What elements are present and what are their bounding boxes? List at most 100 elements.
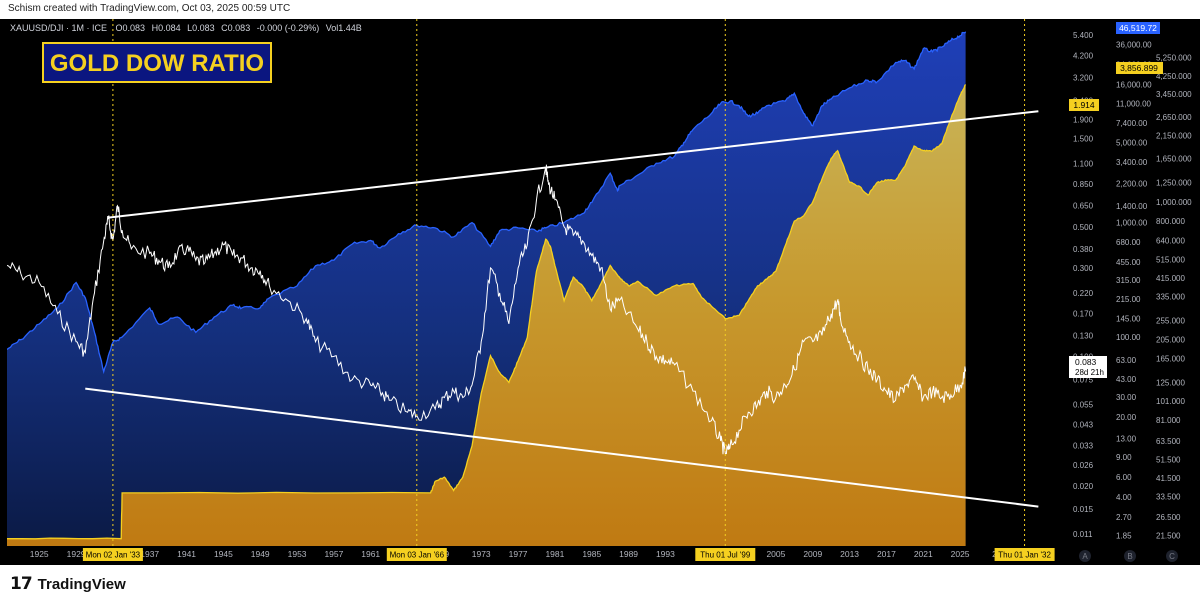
svg-text:A: A — [1082, 552, 1088, 561]
ohlc-open: O0.083 — [116, 23, 146, 33]
axis-tick-label: 4.00 — [1116, 493, 1132, 502]
axis-tick-label: 0.650 — [1073, 202, 1094, 211]
time-tick-label: 1953 — [288, 549, 307, 559]
axis-tick-label: 2,150.000 — [1156, 131, 1192, 140]
axis-tick-label: 7,400.00 — [1116, 119, 1148, 128]
trend-channel[interactable] — [85, 110, 1039, 508]
axis-tick-label: 2,650.000 — [1156, 113, 1192, 122]
axis-tick-label: 0.015 — [1073, 505, 1094, 514]
axis-tick-label: 0.043 — [1073, 420, 1094, 429]
dow-axis: 36,000.0024,000.0016,000.0011,000.007,40… — [1116, 40, 1152, 540]
ratio-price-label: 0.083 28d 21h — [1069, 356, 1107, 378]
axis-tick-label: 41.500 — [1156, 474, 1181, 483]
axis-tick-label: 51.500 — [1156, 455, 1181, 464]
chart-title: GOLD DOW RATIO — [50, 50, 264, 77]
axis-tick-label: 26.500 — [1156, 513, 1181, 522]
axis-tick-label: 43.00 — [1116, 375, 1137, 384]
axis-tick-label: 1.85 — [1116, 532, 1132, 541]
scale-button-b[interactable]: B — [1124, 550, 1136, 562]
axis-tick-label: 6.00 — [1116, 473, 1132, 482]
axis-tick-label: 3.200 — [1073, 73, 1094, 82]
credit-bar: Schism created with TradingView.com, Oct… — [0, 0, 1200, 19]
axis-tick-label: 165.000 — [1156, 354, 1185, 363]
time-tick-label: 1937 — [140, 549, 159, 559]
dow-series-line — [7, 31, 967, 375]
ratio-series-line — [7, 164, 967, 455]
axis-tick-label: 640.000 — [1156, 237, 1185, 246]
axis-tick-label: 455.00 — [1116, 258, 1141, 267]
time-tick-label: 1929 — [67, 549, 86, 559]
axis-tick-label: 11,000.00 — [1116, 99, 1152, 108]
axis-tick-label: 0.033 — [1073, 442, 1094, 451]
symbol-info: XAUUSD/DJI · 1M · ICE O0.083 H0.084 L0.0… — [10, 23, 362, 33]
axis-tick-label: 680.00 — [1116, 238, 1141, 247]
axis-tick-label: 20.00 — [1116, 413, 1137, 422]
time-tick-label: 2013 — [840, 549, 859, 559]
axis-tick-label: 0.220 — [1073, 289, 1094, 298]
scale-button-a[interactable]: A — [1079, 550, 1091, 562]
axis-tick-label: 2,200.00 — [1116, 179, 1148, 188]
axis-tick-label: 30.00 — [1116, 393, 1137, 402]
channel-line-upper[interactable] — [108, 110, 1039, 219]
channel-price-label: 1.914 — [1069, 99, 1099, 111]
axis-tick-label: 16,000.00 — [1116, 81, 1152, 90]
time-tick-label: 1957 — [324, 549, 343, 559]
axis-tick-label: 1.900 — [1073, 115, 1094, 124]
dow-last-price: 46,519.72 — [1119, 23, 1157, 33]
axis-tick-label: 0.380 — [1073, 245, 1094, 254]
axis-tick-label: 21.500 — [1156, 531, 1181, 540]
axis-tick-label: 1.500 — [1073, 134, 1094, 143]
axis-tick-label: 0.075 — [1073, 376, 1094, 385]
axis-tick-label: 315.00 — [1116, 276, 1141, 285]
axis-tick-label: 0.020 — [1073, 482, 1094, 491]
axis-tick-label: 1,000.00 — [1116, 219, 1148, 228]
channel-line-lower[interactable] — [85, 387, 1039, 508]
time-axis: 1925192919371941194519491953195719616919… — [30, 548, 1055, 561]
highlighted-date-badge — [386, 548, 447, 561]
time-tick-label: 1941 — [177, 549, 196, 559]
time-tick-label: 1993 — [656, 549, 675, 559]
ratio-last-price: 0.083 — [1075, 357, 1097, 367]
axis-tick-label: 145.00 — [1116, 315, 1141, 324]
axis-tick-label: 1,000.000 — [1156, 198, 1192, 207]
scale-buttons: A B C — [1079, 550, 1178, 562]
axis-tick-label: 3,400.00 — [1116, 158, 1148, 167]
time-tick-label: 2025 — [951, 549, 970, 559]
axis-tick-label: 4,250.000 — [1156, 72, 1192, 81]
axis-tick-label: 0.130 — [1073, 331, 1094, 340]
svg-text:C: C — [1169, 552, 1175, 561]
gold-last-price: 3,856.899 — [1120, 63, 1158, 73]
gold-price-label: 3,856.899 — [1116, 62, 1163, 74]
axis-tick-label: 0.850 — [1073, 180, 1094, 189]
axis-tick-label: 63.500 — [1156, 437, 1181, 446]
axis-tick-label: 205.000 — [1156, 335, 1185, 344]
time-axis-panel[interactable] — [0, 546, 1200, 565]
scale-button-c[interactable]: C — [1166, 550, 1178, 562]
axis-tick-label: 5.400 — [1073, 31, 1094, 40]
time-tick-label: 1961 — [361, 549, 380, 559]
gold-dow-ratio-chart[interactable]: GOLD DOW RATIO XAUUSD/DJI · 1M · ICE O0.… — [0, 0, 1200, 565]
footer-bar: 17 TradingView — [0, 565, 1200, 603]
dow-axis-panel[interactable] — [1112, 19, 1155, 546]
gold-axis-panel[interactable] — [1155, 19, 1200, 546]
ohlc-close: C0.083 — [221, 23, 250, 33]
title-badge: GOLD DOW RATIO — [42, 42, 272, 83]
highlighted-date-label: Thu 01 Jan '32 — [998, 551, 1051, 560]
axis-tick-label: 0.170 — [1073, 310, 1094, 319]
axis-tick-label: 335.000 — [1156, 293, 1185, 302]
time-tick-label: 1985 — [582, 549, 601, 559]
axis-tick-label: 3,450.000 — [1156, 90, 1192, 99]
axis-tick-label: 101.000 — [1156, 397, 1185, 406]
tradingview-logo[interactable]: 17 TradingView — [10, 574, 126, 594]
time-tick-label: 2021 — [914, 549, 933, 559]
axis-tick-label: 81.000 — [1156, 416, 1181, 425]
tradingview-mark-icon: 17 — [10, 574, 33, 594]
axis-tick-label: 800.000 — [1156, 217, 1185, 226]
axis-tick-label: 100.00 — [1116, 333, 1141, 342]
axis-tick-label: 13.00 — [1116, 435, 1137, 444]
gold-series-line — [7, 84, 967, 540]
highlighted-date-label: Mon 03 Jan '66 — [390, 551, 445, 560]
highlighted-date-label: Thu 01 Jul '99 — [700, 551, 751, 560]
axis-tick-label: 63.00 — [1116, 356, 1137, 365]
axis-tick-label: 515.000 — [1156, 255, 1185, 264]
